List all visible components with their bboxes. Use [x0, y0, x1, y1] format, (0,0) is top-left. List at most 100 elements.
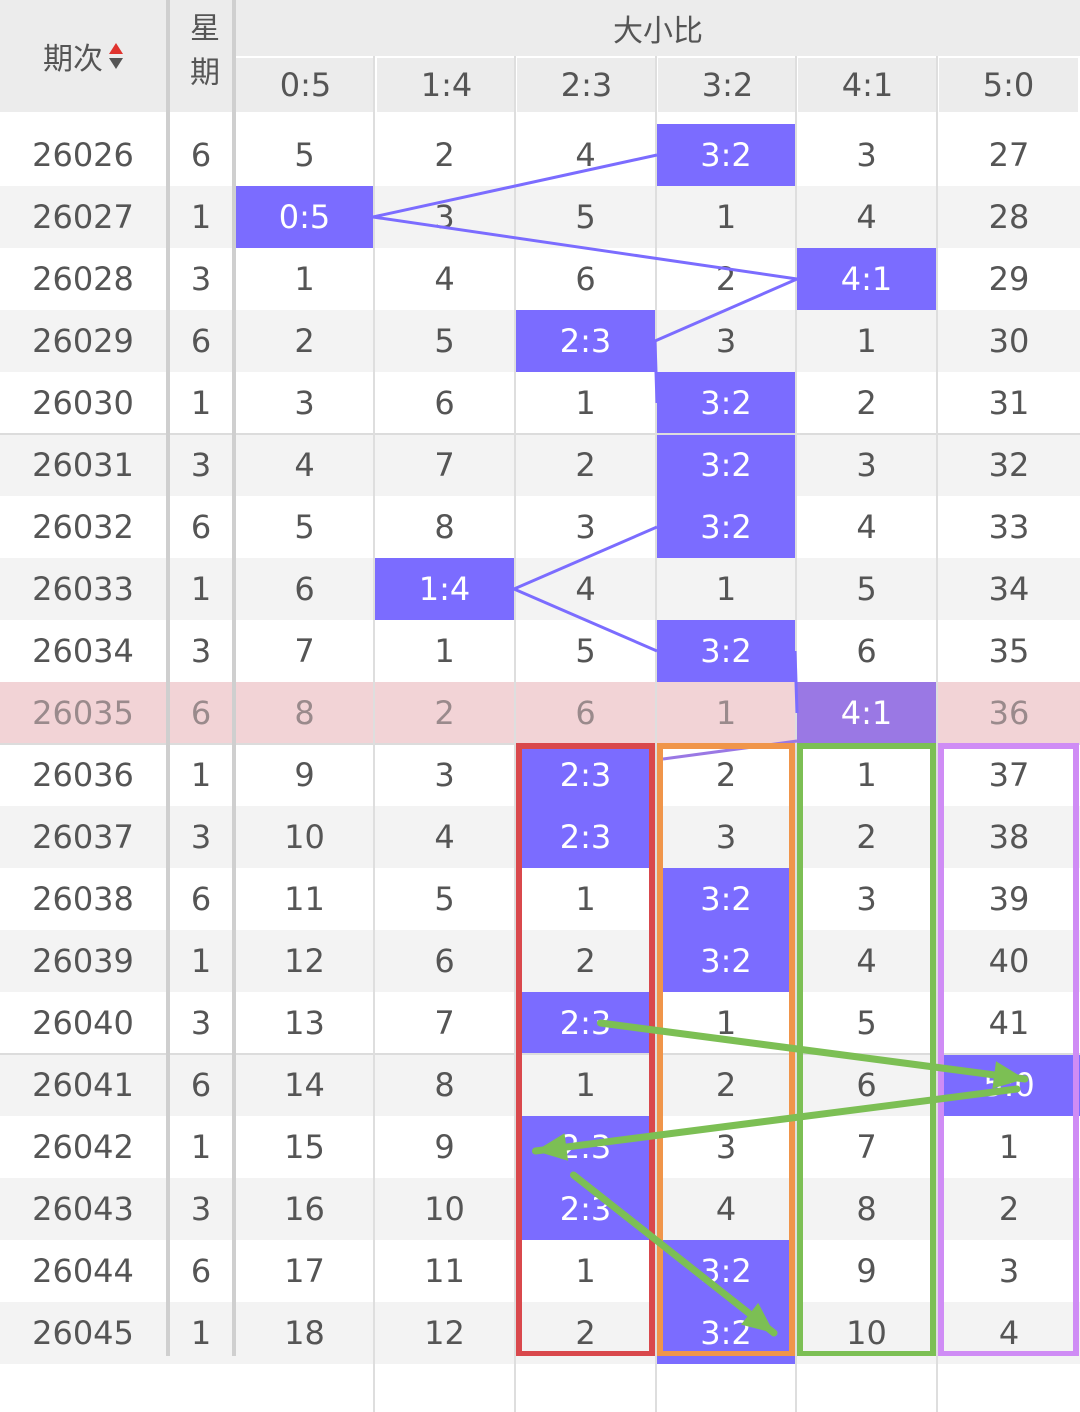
hit-marker: 3:2 — [657, 930, 795, 992]
miss-count-cell: 29 — [988, 260, 1030, 298]
miss-count-cell: 9 — [434, 1128, 455, 1166]
miss-count-cell: 3 — [715, 818, 737, 856]
miss-count-cell: 7 — [294, 632, 315, 670]
miss-count-cell: 18 — [284, 1314, 325, 1352]
period-cell: 26038 — [32, 880, 134, 918]
table-row[interactable]: 26028 3 1 4 6 2 4:1 29 — [0, 248, 1080, 310]
column-divider — [166, 0, 170, 1356]
miss-count-cell: 9 — [294, 756, 315, 794]
period-cell: 26041 — [32, 1066, 134, 1104]
hit-marker: 3:2 — [657, 124, 795, 186]
miss-count-cell: 11 — [284, 880, 325, 918]
miss-count-cell: 3 — [434, 198, 455, 236]
weekday-cell: 1 — [190, 756, 212, 794]
table-row[interactable]: 26032 6 5 8 3 3:2 4 33 — [0, 496, 1080, 558]
period-cell: 26045 — [32, 1314, 134, 1352]
miss-count-cell: 8 — [434, 1066, 455, 1104]
weekday-cell: 3 — [190, 446, 212, 484]
column-divider — [232, 0, 236, 1356]
miss-count-cell: 12 — [284, 942, 325, 980]
miss-count-cell: 8 — [294, 694, 315, 732]
miss-count-cell: 40 — [988, 942, 1030, 980]
period-header[interactable]: 期次 — [0, 0, 166, 112]
miss-count-cell: 6 — [434, 942, 455, 980]
miss-count-cell: 5 — [294, 136, 315, 174]
hit-marker: 2:3 — [516, 310, 655, 372]
column-header: 5:0 — [939, 58, 1078, 112]
miss-count-cell: 1 — [998, 1128, 1020, 1166]
sort-icon[interactable] — [109, 39, 123, 73]
table-row[interactable]: 26034 3 7 1 5 3:2 6 35 — [0, 620, 1080, 682]
miss-count-cell: 1 — [434, 632, 455, 670]
table-row[interactable]: 26039 1 12 6 2 3:2 4 40 — [0, 930, 1080, 992]
miss-count-cell: 15 — [284, 1128, 325, 1166]
miss-count-cell: 11 — [424, 1252, 465, 1290]
period-cell: 26033 — [32, 570, 134, 608]
miss-count-cell: 10 — [284, 818, 325, 856]
miss-count-cell: 2 — [294, 322, 315, 360]
table-row[interactable]: 26030 1 3 6 1 3:2 2 31 — [0, 372, 1080, 434]
table-row[interactable]: 26044 6 17 11 1 3:2 9 3 — [0, 1240, 1080, 1302]
miss-count-cell: 5 — [294, 508, 315, 546]
miss-count-cell: 1 — [575, 1252, 596, 1290]
miss-count-cell: 6 — [575, 260, 596, 298]
miss-count-cell: 2 — [998, 1190, 1020, 1228]
table-row[interactable]: 26037 3 10 4 2:3 3 2 38 — [0, 806, 1080, 868]
table-row[interactable]: 26045 1 18 12 2 3:2 10 4 — [0, 1302, 1080, 1364]
miss-count-cell: 6 — [294, 570, 315, 608]
table-row[interactable]: 26035 6 8 2 6 1 4:1 36 — [0, 682, 1080, 744]
hit-marker: 2:3 — [516, 992, 655, 1054]
table-row[interactable]: 26036 1 9 3 2:3 2 1 37 — [0, 744, 1080, 806]
hit-marker: 2:3 — [516, 1178, 655, 1240]
miss-count-cell: 2 — [575, 446, 596, 484]
table-row[interactable]: 26027 1 0:5 3 5 1 4 28 — [0, 186, 1080, 248]
period-cell: 26027 — [32, 198, 134, 236]
week-header: 星期 — [170, 0, 232, 112]
table-row[interactable]: 26040 3 13 7 2:3 1 5 41 — [0, 992, 1080, 1054]
miss-count-cell: 8 — [434, 508, 455, 546]
table-row[interactable]: 26042 1 15 9 2:3 3 7 1 — [0, 1116, 1080, 1178]
column-divider — [936, 56, 938, 1412]
table-row[interactable]: 26029 6 2 5 2:3 3 1 30 — [0, 310, 1080, 372]
column-divider — [373, 56, 375, 1412]
hit-marker: 3:2 — [657, 1240, 795, 1302]
table-row[interactable]: 26038 6 11 5 1 3:2 3 39 — [0, 868, 1080, 930]
miss-count-cell: 4 — [575, 570, 596, 608]
column-header: 0:5 — [236, 58, 375, 112]
miss-count-cell: 1 — [294, 260, 315, 298]
miss-count-cell: 1 — [856, 756, 877, 794]
period-cell: 26032 — [32, 508, 134, 546]
weekday-cell: 1 — [190, 384, 212, 422]
column-divider — [795, 56, 797, 1412]
miss-count-cell: 5 — [434, 322, 455, 360]
table-row[interactable]: 26031 3 4 7 2 3:2 3 32 — [0, 434, 1080, 496]
hit-marker: 0:5 — [236, 186, 373, 248]
miss-count-cell: 33 — [988, 508, 1030, 546]
table-row[interactable]: 26043 3 16 10 2:3 4 8 2 — [0, 1178, 1080, 1240]
miss-count-cell: 14 — [284, 1066, 325, 1104]
miss-count-cell: 10 — [846, 1314, 887, 1352]
period-cell: 26034 — [32, 632, 134, 670]
miss-count-cell: 39 — [988, 880, 1030, 918]
table-row[interactable]: 26026 6 5 2 4 3:2 3 27 — [0, 124, 1080, 186]
weekday-cell: 1 — [190, 570, 212, 608]
weekday-cell: 6 — [190, 322, 212, 360]
miss-count-cell: 30 — [988, 322, 1030, 360]
miss-count-cell: 1 — [715, 570, 737, 608]
miss-count-cell: 13 — [284, 1004, 325, 1042]
miss-count-cell: 4 — [434, 818, 455, 856]
period-cell: 26028 — [32, 260, 134, 298]
miss-count-cell: 38 — [988, 818, 1030, 856]
miss-count-cell: 37 — [988, 756, 1030, 794]
weekday-cell: 6 — [190, 1066, 212, 1104]
hit-marker: 3:2 — [657, 434, 795, 496]
table-row[interactable]: 26033 1 6 1:4 4 1 5 34 — [0, 558, 1080, 620]
weekday-cell: 1 — [190, 1314, 212, 1352]
table-row[interactable]: 26041 6 14 8 1 2 6 5:0 — [0, 1054, 1080, 1116]
miss-count-cell: 2 — [575, 1314, 596, 1352]
miss-count-cell: 4 — [998, 1314, 1020, 1352]
period-cell: 26043 — [32, 1190, 134, 1228]
hit-marker: 4:1 — [797, 682, 936, 744]
miss-count-cell: 6 — [434, 384, 455, 422]
miss-count-cell: 5 — [575, 198, 596, 236]
